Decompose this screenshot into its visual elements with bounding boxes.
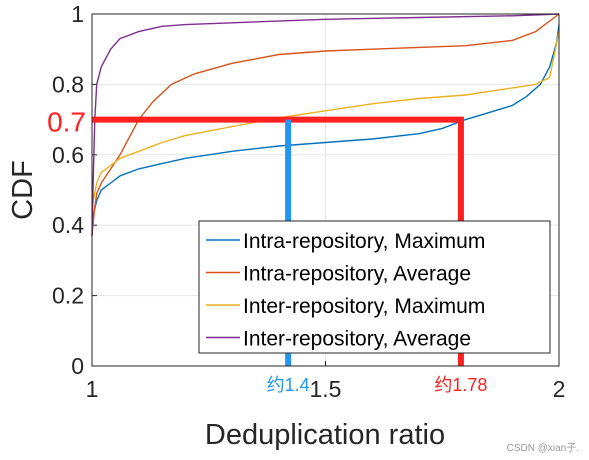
tick-labels: 0 0.2 0.4 0.6 0.8 1 1 1.5 2 <box>52 1 565 402</box>
plot-frame <box>91 13 560 367</box>
legend-label-2: Intra-repository, Average <box>243 263 471 286</box>
series-line-1 <box>91 24 560 236</box>
series-line-2 <box>91 13 560 236</box>
x-tick-label: 2 <box>553 376 566 402</box>
y-tick-label: 0.8 <box>52 71 84 97</box>
y-axis-label: CDF <box>7 160 39 220</box>
legend-label-1: Intra-repository, Maximum <box>243 230 485 253</box>
legend: Intra-repository, Maximum Intra-repositor… <box>198 220 551 354</box>
legend-box <box>198 220 551 354</box>
legend-label-4: Inter-repository, Average <box>243 328 471 351</box>
y-tick-label: 0.4 <box>52 212 84 238</box>
y-tick-label: 0.6 <box>52 142 84 168</box>
marker-label-2: 约1.78 <box>434 375 487 395</box>
y-tick-label: 1 <box>71 1 84 27</box>
series-line-4 <box>91 13 560 236</box>
y-tick-label: 0.2 <box>52 283 84 309</box>
x-axis-label: Deduplication ratio <box>205 419 445 451</box>
watermark: CSDN @xian子. <box>506 443 579 454</box>
marker-label-1: 约1.4 <box>267 375 310 395</box>
y-tick-label: 0 <box>71 353 84 379</box>
highlight-y-label: 0.7 <box>47 107 86 138</box>
legend-label-3: Inter-repository, Maximum <box>243 295 485 318</box>
x-tick-label: 1 <box>86 376 99 402</box>
x-tick-label: 1.5 <box>310 376 342 402</box>
